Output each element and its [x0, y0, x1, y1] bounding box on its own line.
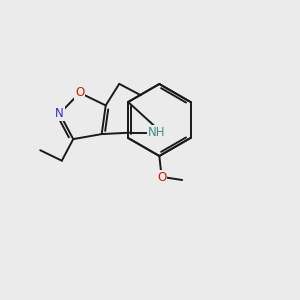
- Text: NH: NH: [148, 126, 165, 139]
- Text: O: O: [157, 171, 166, 184]
- Text: O: O: [75, 86, 84, 99]
- Text: N: N: [55, 107, 64, 120]
